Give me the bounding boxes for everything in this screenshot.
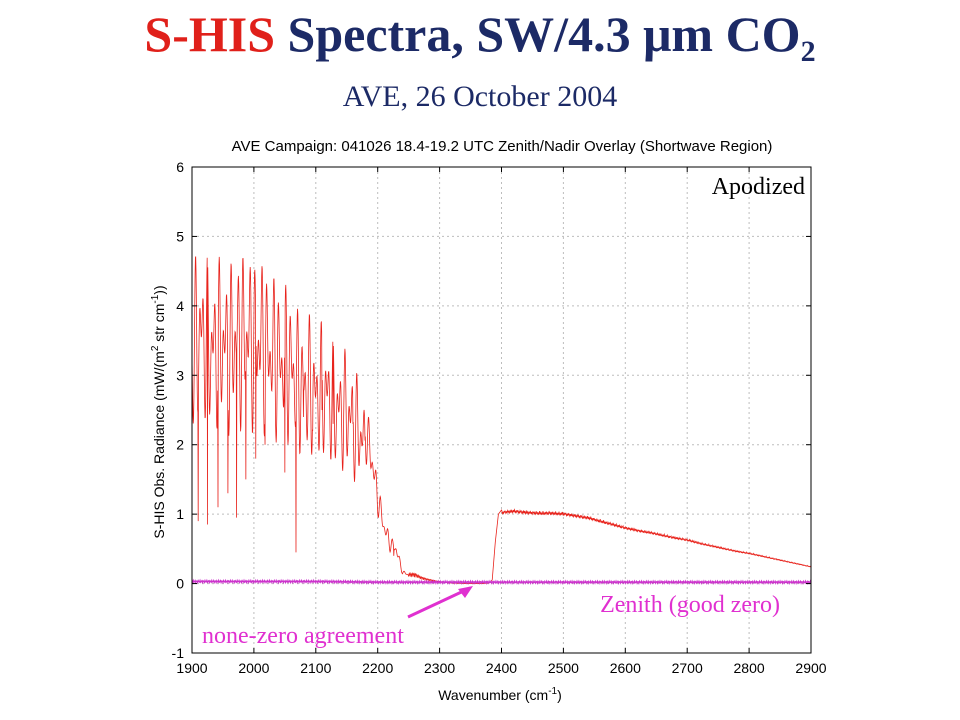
x-tick-label: 2300	[424, 660, 455, 676]
x-tick-label: 2800	[734, 660, 765, 676]
zenith-spectrum-line	[191, 578, 812, 586]
x-tick-label: 2400	[486, 660, 517, 676]
y-tick-label: -1	[172, 645, 185, 661]
x-axis-label: Wavenumber (cm-1)	[438, 686, 562, 703]
y-tick-label: 0	[176, 576, 184, 592]
slide-title-subscript: 2	[800, 35, 816, 68]
x-tick-label: 2000	[238, 660, 269, 676]
annotation-arrow-head	[458, 586, 473, 598]
y-axis-label: S-HIS Obs. Radiance (mW/(m2 str cm-1))	[150, 285, 167, 538]
annotation-nonzero: none-zero agreement	[202, 623, 404, 649]
slide-title: S-HIS Spectra, SW/4.3 μm CO2	[0, 6, 960, 80]
nadir-spectrum-line	[191, 256, 812, 584]
x-tick-label: 2600	[610, 660, 641, 676]
y-tick-label: 4	[176, 298, 184, 314]
slide-subtitle: AVE, 26 October 2004	[342, 80, 618, 113]
grid-lines	[192, 167, 811, 653]
chart-title: AVE Campaign: 041026 18.4-19.2 UTC Zenit…	[232, 138, 773, 155]
y-axis-ticks: -1 0 1 2 3 4 5 6	[172, 159, 811, 661]
y-tick-label: 3	[176, 367, 184, 383]
y-tick-label: 1	[176, 506, 184, 522]
x-tick-label: 1900	[176, 660, 207, 676]
y-tick-label: 5	[176, 228, 184, 244]
x-axis-ticks: 1900 2000 2100 2200 2300 2400 2500 2600 2700 2800…	[176, 167, 827, 676]
x-tick-label: 2700	[672, 660, 703, 676]
x-tick-label: 2100	[300, 660, 331, 676]
x-tick-label: 2500	[548, 660, 579, 676]
series-layer	[191, 256, 812, 586]
x-tick-label: 2900	[795, 660, 826, 676]
slide-title-highlight: S-HIS	[144, 6, 276, 62]
annotation-arrow-shaft	[407, 586, 471, 619]
y-tick-label: 6	[176, 159, 184, 175]
x-tick-label: 2200	[362, 660, 393, 676]
annotation-zenith: Zenith (good zero)	[600, 592, 780, 618]
y-tick-label: 2	[176, 437, 184, 453]
slide-title-main: Spectra, SW/4.3 μm CO	[287, 6, 801, 62]
annotation-apodized: Apodized	[712, 174, 805, 200]
